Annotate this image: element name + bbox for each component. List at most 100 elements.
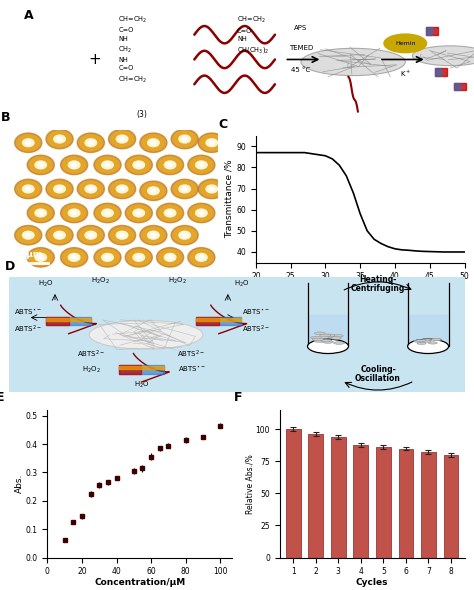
Ellipse shape — [72, 163, 76, 166]
Bar — [46, 318, 91, 321]
Ellipse shape — [408, 339, 448, 353]
Ellipse shape — [188, 155, 215, 175]
Circle shape — [328, 336, 338, 338]
Text: 45 °C: 45 °C — [292, 67, 310, 73]
Ellipse shape — [18, 182, 39, 196]
Bar — [444, 455, 458, 558]
X-axis label: Concentration/μM: Concentration/μM — [94, 578, 185, 586]
Ellipse shape — [27, 204, 55, 222]
Y-axis label: Transmittance /%: Transmittance /% — [225, 160, 234, 238]
Text: H$_2$O$_2$: H$_2$O$_2$ — [82, 365, 101, 375]
Ellipse shape — [85, 139, 97, 147]
Ellipse shape — [109, 179, 136, 199]
Ellipse shape — [196, 209, 207, 217]
Circle shape — [428, 342, 438, 344]
Text: Heating-: Heating- — [359, 275, 397, 284]
Ellipse shape — [89, 187, 93, 191]
Ellipse shape — [174, 132, 195, 146]
Ellipse shape — [97, 205, 118, 221]
Ellipse shape — [54, 231, 65, 239]
Ellipse shape — [133, 254, 145, 261]
Text: ABTS$^{2-}$: ABTS$^{2-}$ — [14, 324, 42, 335]
Text: F: F — [233, 391, 242, 404]
Text: ABTS$^{•-}$: ABTS$^{•-}$ — [178, 363, 205, 373]
Circle shape — [314, 340, 325, 342]
Ellipse shape — [151, 234, 155, 237]
Ellipse shape — [64, 158, 84, 172]
Ellipse shape — [137, 163, 141, 166]
Bar — [119, 365, 141, 374]
Ellipse shape — [94, 204, 121, 222]
Ellipse shape — [77, 133, 104, 152]
Ellipse shape — [89, 141, 93, 145]
Ellipse shape — [133, 161, 145, 169]
Ellipse shape — [38, 163, 43, 166]
Y-axis label: Abs.: Abs. — [15, 474, 24, 493]
Ellipse shape — [179, 135, 191, 143]
Ellipse shape — [196, 161, 207, 169]
Ellipse shape — [196, 254, 207, 261]
Text: (3): (3) — [137, 110, 147, 119]
Ellipse shape — [85, 185, 97, 193]
Text: ABTS$^{•-}$: ABTS$^{•-}$ — [14, 307, 42, 317]
Circle shape — [312, 338, 323, 341]
Ellipse shape — [156, 155, 183, 175]
Ellipse shape — [26, 141, 30, 145]
Ellipse shape — [27, 155, 55, 175]
Ellipse shape — [120, 187, 124, 191]
Ellipse shape — [140, 225, 167, 245]
Ellipse shape — [199, 255, 204, 259]
Ellipse shape — [160, 205, 181, 221]
Ellipse shape — [174, 228, 195, 242]
Ellipse shape — [143, 228, 164, 242]
X-axis label: Temperature /°C: Temperature /°C — [323, 284, 397, 293]
Text: H$_2$O: H$_2$O — [38, 278, 54, 289]
Ellipse shape — [30, 158, 51, 172]
Ellipse shape — [94, 155, 121, 175]
Ellipse shape — [128, 250, 149, 265]
Ellipse shape — [206, 185, 218, 193]
Circle shape — [433, 339, 442, 340]
Ellipse shape — [148, 139, 159, 147]
Ellipse shape — [140, 133, 167, 152]
Bar — [435, 68, 447, 76]
Bar — [354, 445, 368, 558]
Bar — [286, 430, 301, 558]
Ellipse shape — [117, 231, 128, 239]
Ellipse shape — [81, 228, 101, 242]
Ellipse shape — [102, 209, 113, 217]
Ellipse shape — [35, 254, 46, 261]
Ellipse shape — [206, 139, 218, 147]
Ellipse shape — [143, 135, 164, 150]
Ellipse shape — [72, 211, 76, 215]
Ellipse shape — [49, 228, 70, 242]
Circle shape — [320, 339, 331, 342]
Bar — [196, 317, 219, 326]
Ellipse shape — [97, 250, 118, 265]
Ellipse shape — [23, 139, 34, 147]
Ellipse shape — [384, 34, 427, 53]
Circle shape — [417, 342, 426, 345]
Ellipse shape — [143, 183, 164, 198]
Ellipse shape — [26, 234, 30, 237]
Text: C: C — [219, 117, 228, 130]
Ellipse shape — [182, 137, 187, 140]
Ellipse shape — [171, 225, 198, 245]
Ellipse shape — [148, 187, 159, 195]
Ellipse shape — [120, 137, 124, 140]
Text: ABTS$^{2-}$: ABTS$^{2-}$ — [77, 349, 105, 360]
Ellipse shape — [160, 250, 181, 265]
Ellipse shape — [182, 187, 187, 191]
Circle shape — [301, 48, 405, 76]
Text: Oscillation: Oscillation — [355, 374, 401, 383]
Bar — [426, 27, 432, 35]
Circle shape — [412, 46, 474, 65]
Ellipse shape — [23, 231, 34, 239]
Ellipse shape — [18, 228, 39, 242]
Ellipse shape — [57, 187, 62, 191]
Ellipse shape — [49, 132, 70, 146]
Ellipse shape — [112, 182, 133, 196]
Ellipse shape — [68, 161, 80, 169]
Ellipse shape — [35, 161, 46, 169]
Ellipse shape — [168, 211, 173, 215]
